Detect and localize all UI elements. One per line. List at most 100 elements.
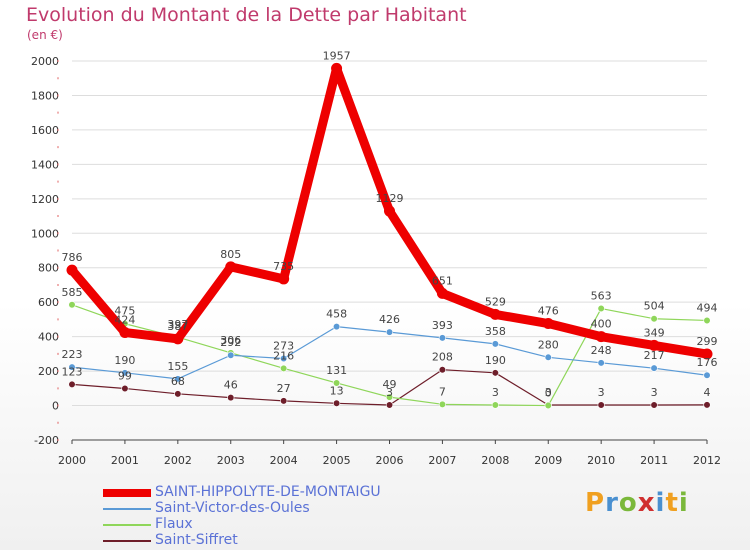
x-tick-label: 2006 <box>376 454 404 467</box>
data-label-saint-siffret: 3 <box>386 386 393 399</box>
data-label-flaux: 475 <box>114 305 135 318</box>
legend-swatch <box>103 540 151 542</box>
data-label-saint-hippolyte-de-montaigu: 400 <box>591 318 612 331</box>
data-point-saint-hippolyte-de-montaigu <box>701 348 713 360</box>
data-point-saint-hippolyte-de-montaigu <box>542 318 554 330</box>
data-point-saint-victor-des-oules <box>68 363 76 371</box>
data-point-saint-victor-des-oules <box>332 323 341 331</box>
x-tick-label: 2000 <box>58 454 86 467</box>
x-tick-label: 2011 <box>640 454 668 467</box>
y-tick-label: 1400 <box>31 158 59 171</box>
data-point-saint-siffret <box>280 397 288 405</box>
proxiti-logo: Proxiti <box>585 488 689 518</box>
data-point-saint-hippolyte-de-montaigu <box>436 287 448 299</box>
data-point-saint-victor-des-oules <box>174 375 182 383</box>
y-tick-label: 800 <box>38 262 59 275</box>
data-point-saint-hippolyte-de-montaigu <box>648 339 660 351</box>
data-point-saint-victor-des-oules <box>650 364 658 372</box>
x-tick-label: 2003 <box>217 454 245 467</box>
data-label-saint-hippolyte-de-montaigu: 805 <box>220 248 241 261</box>
data-point-saint-victor-des-oules <box>438 334 447 342</box>
data-point-saint-hippolyte-de-montaigu <box>278 273 290 285</box>
data-point-saint-hippolyte-de-montaigu <box>489 308 501 320</box>
y-tick-label: 1200 <box>31 193 59 206</box>
data-label-saint-siffret: 208 <box>432 351 453 364</box>
logo-letter: o <box>618 488 638 518</box>
data-label-flaux: 7 <box>439 385 446 398</box>
data-point-flaux <box>280 364 288 372</box>
data-label-flaux: 585 <box>62 286 83 299</box>
logo-letter: r <box>605 488 619 518</box>
x-tick-label: 2010 <box>587 454 615 467</box>
data-label-saint-siffret: 123 <box>62 365 83 378</box>
data-point-saint-siffret <box>703 401 711 409</box>
legend-item: SAINT-HIPPOLYTE-DE-MONTAIGU <box>103 484 423 501</box>
axes-layer: -200 0 200 400 600 800 1000 1200 1400 1600 1800 200… <box>31 55 721 467</box>
logo-letter: i <box>678 488 689 518</box>
data-point-flaux <box>68 301 76 309</box>
data-label-saint-hippolyte-de-montaigu: 476 <box>538 305 559 318</box>
data-label-saint-siffret: 190 <box>485 354 506 367</box>
legend-swatch <box>103 508 151 510</box>
data-label-flaux: 49 <box>383 378 397 391</box>
data-label-saint-siffret: 3 <box>545 386 552 399</box>
y-tick-label: 1600 <box>31 124 59 137</box>
data-point-flaux <box>597 304 605 313</box>
data-label-saint-victor-des-oules: 155 <box>167 360 188 373</box>
x-tick-label: 2001 <box>111 454 139 467</box>
data-point-saint-hippolyte-de-montaigu <box>172 333 184 345</box>
data-point-flaux <box>438 400 447 408</box>
data-point-saint-victor-des-oules <box>121 369 129 377</box>
data-label-saint-victor-des-oules: 393 <box>432 319 453 332</box>
x-tick-label: 2012 <box>693 454 721 467</box>
series-layer <box>66 62 713 410</box>
chart-subtitle: (en €) <box>27 28 63 42</box>
data-point-saint-victor-des-oules <box>280 354 288 363</box>
legend-label: Saint-Siffret <box>155 532 238 548</box>
data-label-flaux: 397 <box>167 318 188 331</box>
x-tick-label: 2008 <box>481 454 509 467</box>
data-point-saint-siffret <box>385 401 394 409</box>
data-label-flaux: 494 <box>697 301 718 314</box>
data-point-saint-siffret <box>438 366 447 374</box>
logo-letter: t <box>665 488 679 518</box>
data-point-saint-victor-des-oules <box>227 351 235 359</box>
data-label-saint-victor-des-oules: 248 <box>591 344 612 357</box>
data-label-saint-victor-des-oules: 280 <box>538 338 559 351</box>
data-label-saint-siffret: 46 <box>224 379 238 392</box>
data-point-saint-hippolyte-de-montaigu <box>595 331 607 343</box>
data-point-flaux <box>385 393 394 401</box>
data-labels-layer: 123 99 68 46 27 13 3 208 190 3 3 3 4 585 475 397 306 216 1… <box>62 49 718 399</box>
data-point-saint-hippolyte-de-montaigu <box>384 205 395 217</box>
data-point-saint-hippolyte-de-montaigu <box>331 62 343 74</box>
data-point-saint-victor-des-oules <box>703 371 711 379</box>
data-point-saint-siffret <box>650 401 658 409</box>
data-label-saint-siffret: 3 <box>598 386 605 399</box>
data-label-saint-hippolyte-de-montaigu: 299 <box>697 335 718 348</box>
data-point-saint-hippolyte-de-montaigu <box>119 327 131 339</box>
data-label-saint-victor-des-oules: 426 <box>379 313 400 326</box>
data-label-saint-victor-des-oules: 223 <box>62 348 83 361</box>
data-label-flaux: 3 <box>492 386 499 399</box>
y-tick-label: 1000 <box>31 227 59 240</box>
legend-swatch <box>103 524 151 526</box>
data-point-flaux <box>544 401 552 410</box>
legend: SAINT-HIPPOLYTE-DE-MONTAIGU Saint-Victor-… <box>103 484 423 549</box>
data-label-saint-siffret: 99 <box>118 369 132 382</box>
logo-letter: x <box>637 488 656 518</box>
data-point-saint-siffret <box>332 399 341 407</box>
data-point-flaux <box>332 379 341 387</box>
x-tick-label: 2004 <box>270 454 298 467</box>
line-chart: -200 0 200 400 600 800 1000 1200 1400 1600 1800 200… <box>31 49 721 467</box>
x-tick-label: 2009 <box>534 454 562 467</box>
data-label-saint-hippolyte-de-montaigu: 1957 <box>323 49 351 62</box>
data-label-flaux: 563 <box>591 290 612 303</box>
data-point-flaux <box>703 316 711 325</box>
x-tick-label: 2007 <box>428 454 456 467</box>
data-point-saint-victor-des-oules <box>597 359 605 367</box>
data-point-saint-siffret <box>174 390 182 398</box>
data-label-saint-siffret: 4 <box>704 386 711 399</box>
data-label-flaux: 131 <box>326 364 347 377</box>
y-tick-label: 600 <box>38 296 59 309</box>
x-tick-label: 2002 <box>164 454 192 467</box>
